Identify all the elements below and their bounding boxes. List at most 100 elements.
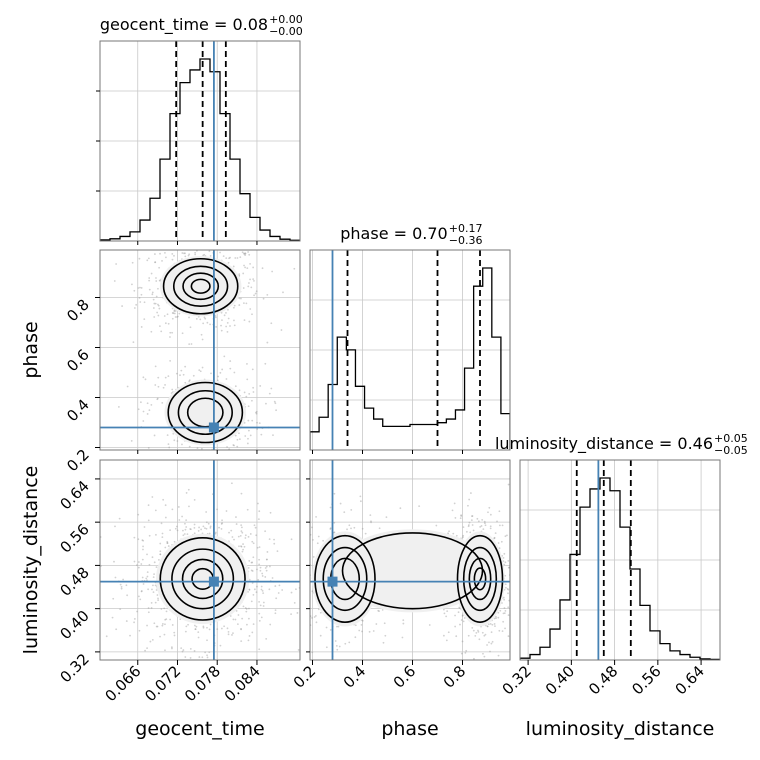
- xtick-label-geocent_time: 0.078: [181, 662, 224, 705]
- sample-point: [143, 526, 146, 528]
- sample-point: [184, 252, 186, 255]
- sample-point: [163, 633, 166, 636]
- sample-point: [497, 654, 500, 657]
- sample-point: [225, 257, 228, 260]
- sample-point: [153, 561, 156, 564]
- sample-point: [471, 524, 474, 526]
- sample-point: [325, 646, 328, 649]
- sample-point: [233, 324, 236, 327]
- sample-point: [133, 560, 136, 563]
- sample-point: [89, 627, 91, 629]
- sample-point: [184, 365, 187, 368]
- sample-point: [471, 626, 474, 629]
- sample-point: [176, 316, 178, 318]
- sample-point: [229, 360, 232, 362]
- sample-point: [115, 628, 118, 631]
- sample-point: [202, 254, 205, 257]
- sample-point: [206, 656, 209, 659]
- sample-point: [244, 252, 247, 255]
- sample-point: [243, 319, 246, 321]
- sample-point: [189, 657, 192, 659]
- sample-point: [229, 325, 231, 327]
- xtick-label-luminosity_distance: 0.64: [672, 662, 708, 698]
- sample-point: [137, 408, 140, 411]
- sample-point: [496, 520, 498, 523]
- contour-line: [190, 278, 211, 294]
- sample-point: [248, 635, 251, 637]
- sample-point: [454, 517, 457, 519]
- sample-point: [361, 630, 363, 633]
- sample-point: [475, 631, 478, 634]
- sample-point: [468, 672, 470, 674]
- sample-point: [223, 314, 226, 317]
- sample-point: [462, 526, 465, 529]
- sample-point: [154, 384, 157, 386]
- sample-point: [502, 612, 505, 615]
- sample-point: [259, 604, 262, 607]
- sample-point: [240, 628, 242, 631]
- sample-point: [247, 639, 250, 642]
- sample-point: [153, 302, 156, 305]
- sample-point: [194, 251, 197, 254]
- sample-point: [236, 445, 239, 448]
- sample-point: [220, 329, 223, 332]
- sample-point: [238, 304, 241, 306]
- sample-point: [483, 634, 486, 637]
- sample-point: [504, 574, 507, 577]
- sample-point: [246, 363, 248, 365]
- sample-point: [277, 592, 280, 594]
- sample-point: [174, 310, 177, 312]
- sample-point: [319, 634, 322, 637]
- sample-point: [443, 612, 446, 615]
- sample-point: [157, 385, 160, 388]
- sample-point: [219, 251, 221, 254]
- sample-point: [260, 247, 262, 249]
- density-level: [164, 379, 247, 446]
- sample-point: [198, 526, 200, 529]
- sample-point: [223, 625, 226, 628]
- sample-point: [186, 681, 188, 683]
- sample-point: [96, 260, 98, 262]
- sample-point: [493, 617, 496, 620]
- sample-point: [198, 656, 201, 658]
- sample-point: [297, 649, 300, 651]
- sample-point: [462, 536, 464, 539]
- sample-point: [156, 397, 159, 400]
- sample-point: [502, 620, 505, 623]
- sample-point: [166, 313, 169, 316]
- sample-point: [240, 530, 243, 533]
- sample-point: [262, 592, 265, 595]
- sample-point: [481, 631, 484, 634]
- sample-point: [248, 588, 251, 591]
- sample-point: [169, 451, 171, 453]
- sample-point: [461, 640, 464, 643]
- contour-line: [473, 567, 487, 591]
- sample-point: [195, 317, 198, 320]
- sample-point: [198, 369, 201, 372]
- truth-marker: [208, 576, 219, 587]
- sample-point: [146, 571, 149, 573]
- sample-point: [271, 270, 274, 273]
- sample-point: [164, 618, 167, 621]
- sample-point: [223, 355, 226, 358]
- sample-point: [524, 599, 526, 601]
- sample-point: [249, 278, 251, 281]
- sample-point: [181, 515, 183, 518]
- sample-point: [513, 592, 515, 594]
- sample-point: [159, 252, 161, 255]
- sample-point: [251, 399, 253, 402]
- sample-point: [140, 590, 143, 592]
- title-main-luminosity_distance: luminosity_distance = 0.46: [495, 434, 713, 454]
- sample-point: [234, 257, 237, 259]
- sample-point: [243, 391, 246, 394]
- sample-point: [235, 523, 238, 525]
- sample-point: [177, 506, 180, 508]
- sample-point: [233, 243, 235, 245]
- sample-point: [274, 547, 276, 549]
- sample-point: [140, 563, 143, 565]
- xtick-label-geocent_time: 0.072: [141, 662, 184, 705]
- sample-point: [240, 640, 243, 643]
- sample-point: [169, 331, 172, 334]
- sample-point: [164, 516, 167, 519]
- sample-point: [258, 558, 261, 561]
